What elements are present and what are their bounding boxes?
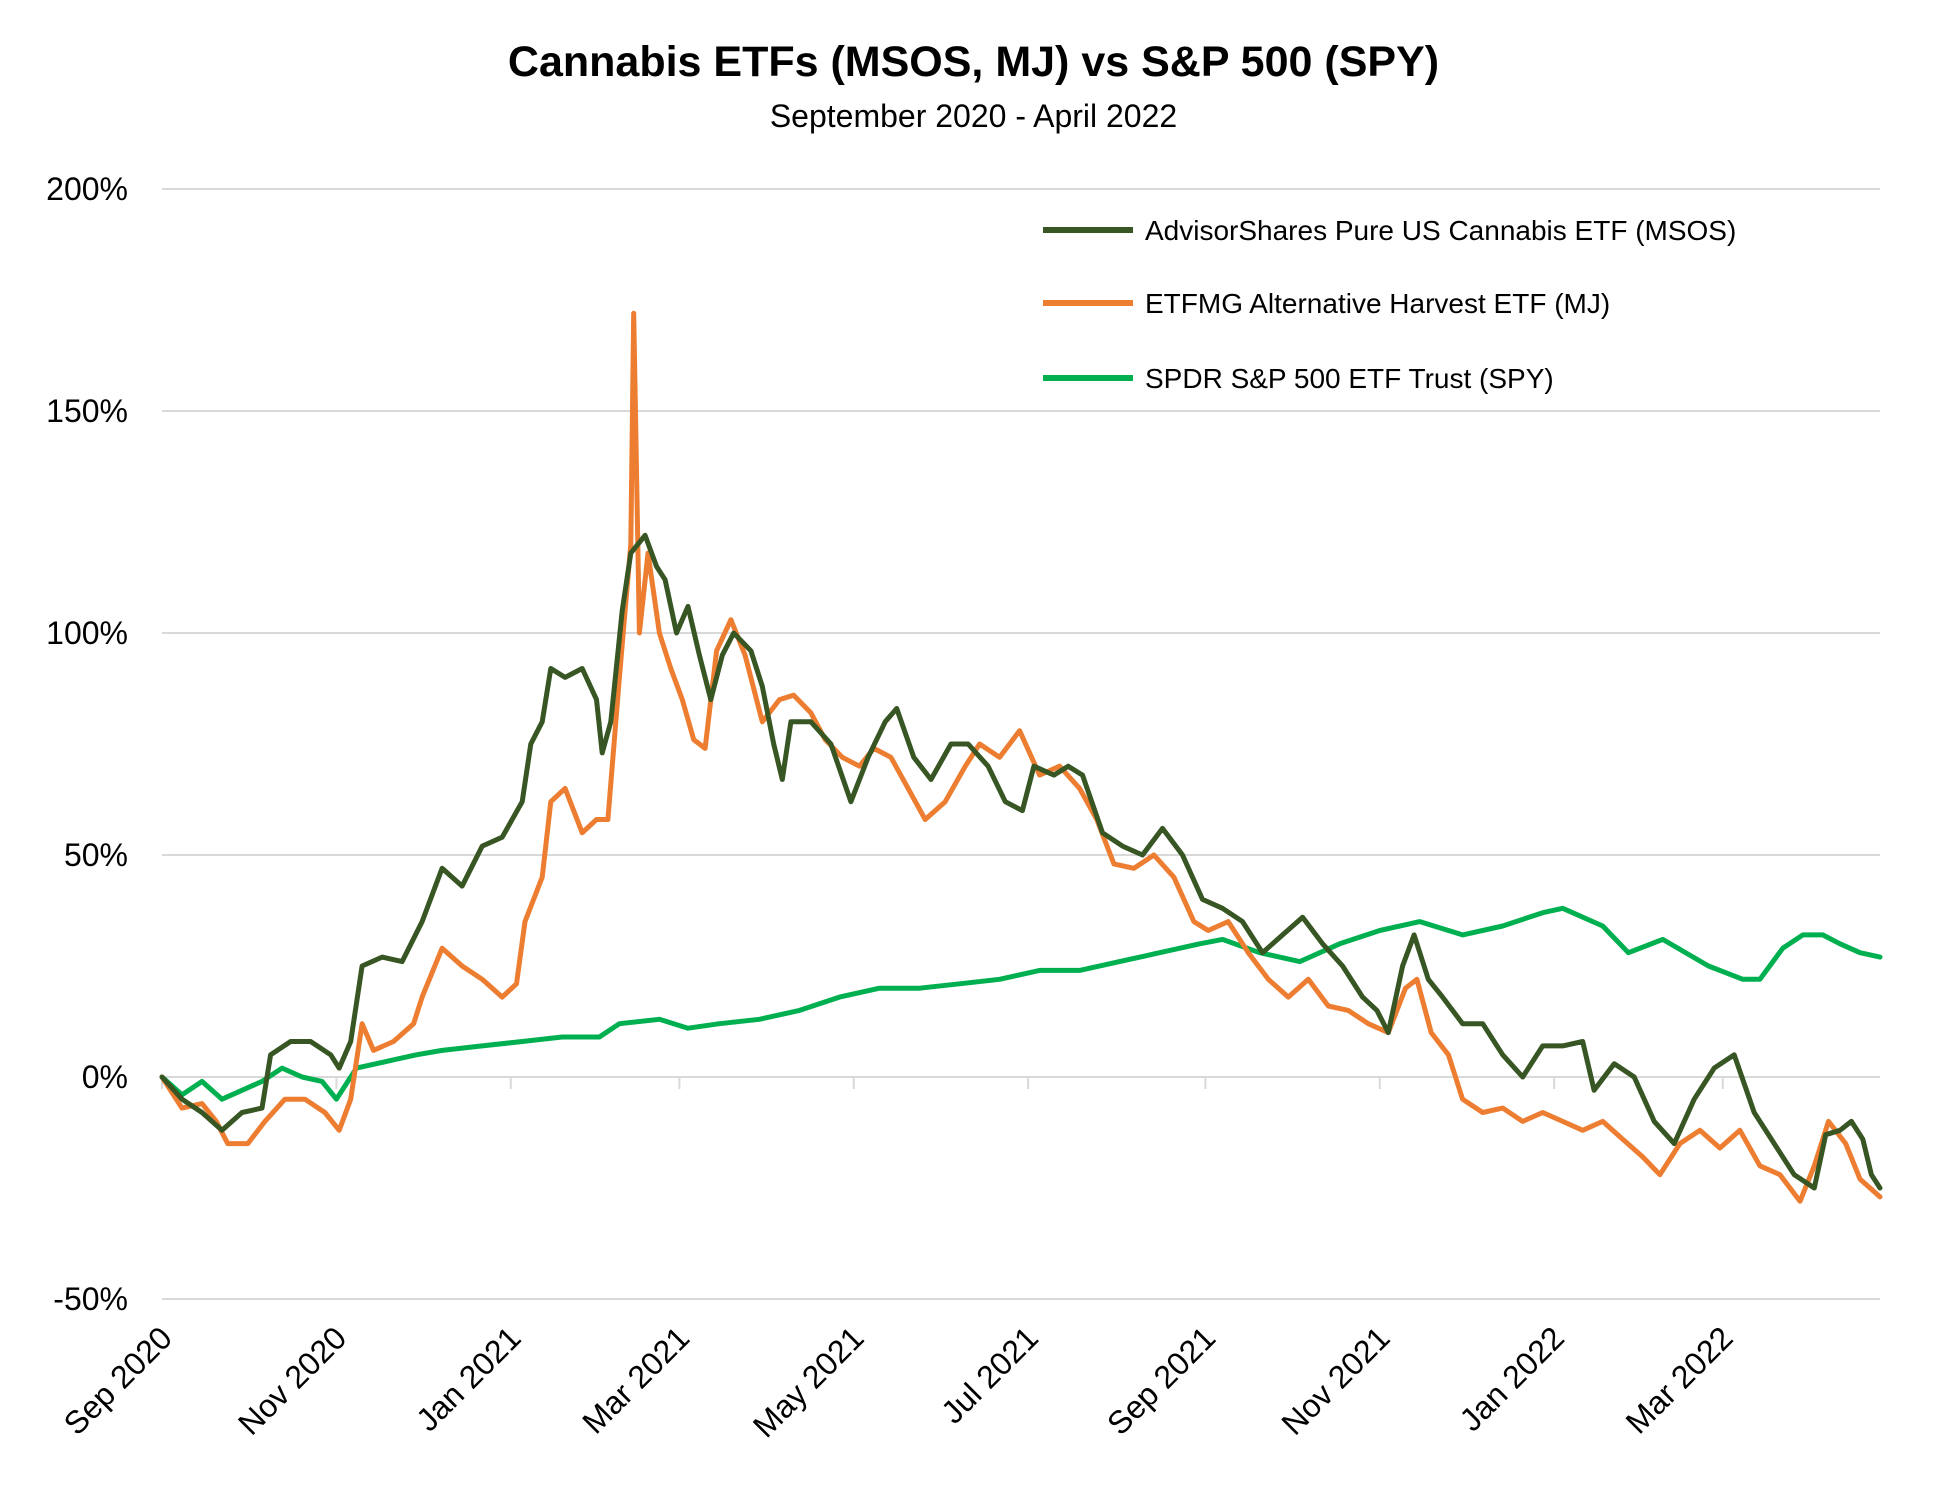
x-tick-label: Jan 2021 [409, 1319, 528, 1438]
series-line-1 [159, 310, 1883, 1204]
x-tick-label: Jul 2021 [934, 1319, 1045, 1430]
x-tick-label: Mar 2021 [575, 1319, 696, 1440]
x-tick-label: Nov 2021 [1274, 1319, 1396, 1441]
chart-title: Cannabis ETFs (MSOS, MJ) vs S&P 500 (SPY… [507, 38, 1440, 86]
y-tick-label: 100% [46, 615, 128, 651]
x-tick-label: Nov 2020 [231, 1319, 353, 1441]
y-axis-ticks: 200% 150% 100% 50% 0% -50% [46, 171, 128, 1317]
x-tick-label: Mar 2022 [1619, 1319, 1740, 1440]
x-tick-label: Sep 2021 [1100, 1319, 1222, 1441]
legend-label: ETFMG Alternative Harvest ETF (MJ) [1145, 288, 1610, 319]
y-tick-label: 0% [82, 1059, 128, 1095]
y-tick-label: 50% [64, 837, 128, 873]
x-tick-label: Jan 2022 [1453, 1319, 1572, 1438]
series-line-0 [159, 532, 1883, 1191]
series-lines [159, 310, 1883, 1204]
y-tick-label: -50% [53, 1281, 128, 1317]
y-tick-label: 200% [46, 171, 128, 207]
x-tick-label: May 2021 [746, 1319, 871, 1444]
chart-subtitle: September 2020 - April 2022 [769, 98, 1178, 134]
x-tick-label: Sep 2020 [57, 1319, 179, 1441]
gridlines [161, 188, 1880, 1300]
series-line-2 [159, 905, 1883, 1102]
legend-label: AdvisorShares Pure US Cannabis ETF (MSOS… [1145, 215, 1736, 246]
y-tick-label: 150% [46, 393, 128, 429]
legend-label: SPDR S&P 500 ETF Trust (SPY) [1145, 363, 1554, 394]
legend: AdvisorShares Pure US Cannabis ETF (MSOS… [1043, 215, 1736, 394]
x-axis-ticks: Sep 2020 Nov 2020 Jan 2021 Mar 2021 May 2021… [57, 1319, 1740, 1444]
